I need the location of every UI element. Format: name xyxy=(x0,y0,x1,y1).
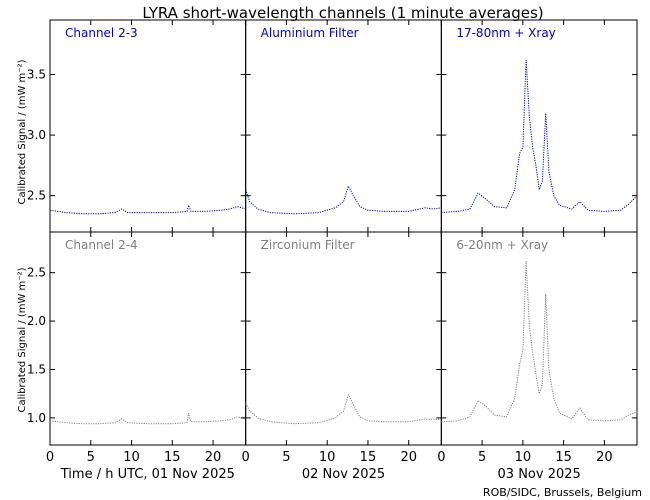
x-tick-label: 20 xyxy=(596,450,613,465)
day-label: Time / h UTC, 01 Nov 2025 xyxy=(60,467,235,482)
x-tick-label: 10 xyxy=(319,450,336,465)
series-line xyxy=(441,260,638,423)
series-line xyxy=(49,412,246,425)
x-tick-label: 0 xyxy=(437,450,445,465)
panel-label: Channel 2-4 xyxy=(65,238,138,252)
y-tick-label: 1.0 xyxy=(27,411,46,425)
x-tick-label: 0 xyxy=(46,450,54,465)
x-tick-label: 15 xyxy=(555,450,572,465)
x-tick-label: 5 xyxy=(282,450,290,465)
panel-frame xyxy=(49,19,247,233)
x-tick-label: 15 xyxy=(164,450,181,465)
plot-area: Channel 2-3 Aluminium Filter 17-80nm + Xra… xyxy=(27,19,638,482)
x-tick-label: 5 xyxy=(478,450,486,465)
series-line xyxy=(245,393,442,425)
day-label: 02 Nov 2025 xyxy=(302,467,385,482)
panel-frame xyxy=(49,231,247,446)
x-tick-label: 5 xyxy=(87,450,95,465)
panel-frame xyxy=(440,19,638,233)
y-tick-label: 3.5 xyxy=(27,68,46,82)
x-tick-label: 10 xyxy=(515,450,532,465)
panel-label: Channel 2-3 xyxy=(65,26,138,40)
y-tick-label: 1.5 xyxy=(27,362,46,376)
panel-frame xyxy=(245,231,442,446)
chart-title: LYRA short-wavelength channels (1 minute… xyxy=(142,4,543,22)
y-axis-label-bottom: Calibrated Signal / (mW m⁻²) xyxy=(17,267,28,412)
panel-label: 17-80nm + Xray xyxy=(456,26,555,40)
x-tick-label: 20 xyxy=(205,450,222,465)
panel-frame xyxy=(245,19,442,233)
y-axis-label-top: Calibrated Signal / (mW m⁻²) xyxy=(17,59,28,204)
panel-label: Aluminium Filter xyxy=(261,26,359,40)
series-line xyxy=(245,184,442,215)
credit-text: ROB/SIDC, Brussels, Belgium xyxy=(483,486,642,499)
y-tick-label: 2.5 xyxy=(27,189,46,203)
y-tick-label: 2.5 xyxy=(27,266,46,280)
series-line xyxy=(49,203,246,215)
series-line xyxy=(441,59,638,214)
panel-label: 6-20nm + Xray xyxy=(456,238,548,252)
x-tick-label: 20 xyxy=(400,450,417,465)
y-tick-label: 3.0 xyxy=(27,128,46,142)
x-tick-label: 10 xyxy=(123,450,140,465)
day-label: 03 Nov 2025 xyxy=(498,467,581,482)
x-tick-label: 15 xyxy=(360,450,377,465)
panel-label: Zirconium Filter xyxy=(261,238,355,252)
x-tick-label: 0 xyxy=(242,450,250,465)
y-tick-label: 2.0 xyxy=(27,314,46,328)
panel-frame xyxy=(440,231,638,446)
